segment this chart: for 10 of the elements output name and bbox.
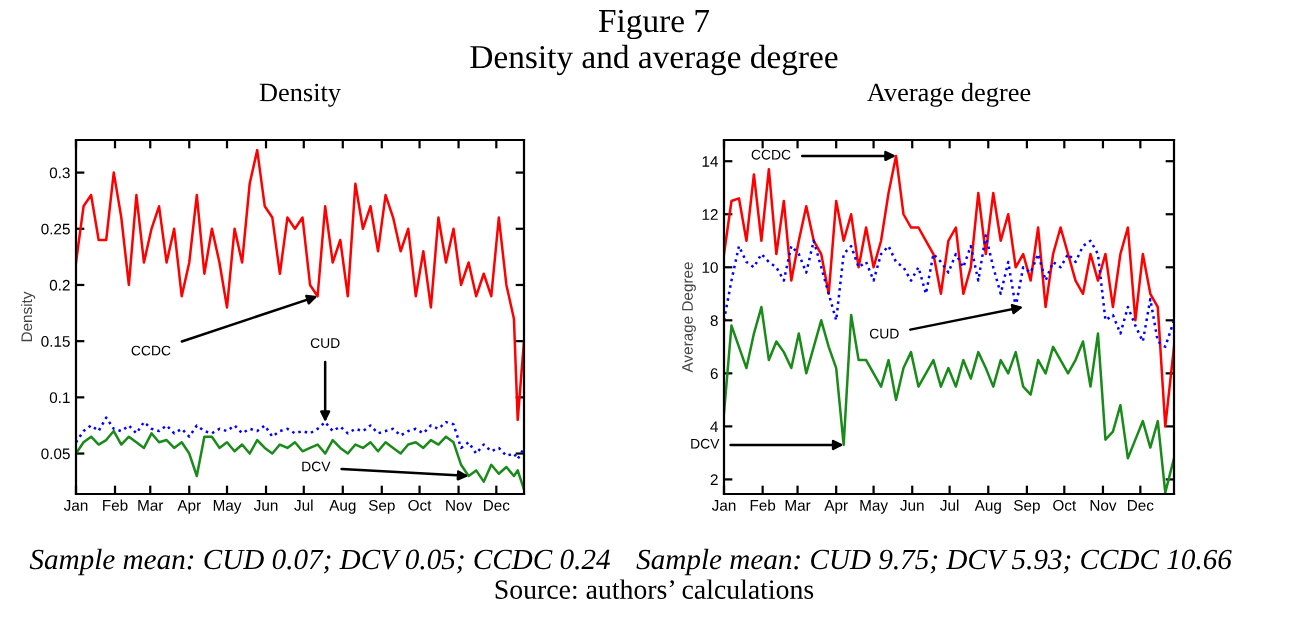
text: Sample mean: CUD 9.75; DCV 5.93; CCDC 10.66 — [636, 548, 1232, 576]
caption: Figure 7 — [598, 9, 710, 40]
line-series — [76, 429, 524, 491]
chart-title: Average degree — [867, 82, 1031, 107]
line-series — [724, 234, 1174, 349]
line-series — [76, 148, 524, 422]
text: Density and average degree — [470, 44, 838, 76]
text: Sample mean: CUD 0.07; DCV 0.05; CCDC 0.24 — [29, 548, 610, 576]
chart-title: Density — [259, 83, 341, 107]
source-note: Source: authors’ calculations — [495, 579, 814, 600]
